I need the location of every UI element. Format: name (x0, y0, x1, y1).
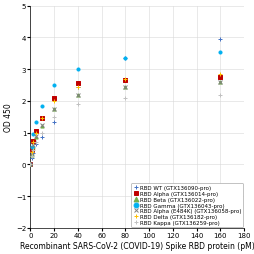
Point (28, 163, 33, 167)
Point (123, 57, 127, 61)
Point (30, 153, 34, 157)
Point (28, 163, 33, 167)
Point (52, 115, 56, 119)
Point (217, 51, 221, 55)
Point (217, 76, 221, 80)
Point (217, 81, 221, 85)
Point (123, 85, 127, 89)
Legend: RBD WT (GTX136090-pro), RBD Alpha (GTX136014-pro), RBD Beta (GTX136022-pro), RBD: RBD WT (GTX136090-pro), RBD Alpha (GTX13… (131, 183, 243, 227)
Point (34, 131, 38, 135)
Point (34, 140, 38, 145)
Point (28, 163, 33, 167)
Point (34, 130, 38, 134)
Point (76, 85, 80, 89)
Point (76, 93, 80, 97)
Point (76, 93, 80, 97)
Point (30, 156, 34, 161)
Point (40, 136, 44, 140)
Point (34, 136, 38, 140)
Point (28, 163, 33, 167)
Point (28, 163, 33, 167)
Point (30, 145, 34, 149)
Point (31, 145, 35, 149)
Point (217, 93, 221, 97)
Point (123, 57, 127, 61)
Point (30, 149, 34, 153)
Point (52, 107, 56, 112)
Point (31, 149, 35, 153)
Point (76, 68, 80, 72)
Point (123, 77, 127, 81)
Point (34, 142, 38, 146)
Point (40, 104, 44, 108)
Point (28, 163, 33, 167)
Point (52, 96, 56, 100)
Point (34, 120, 38, 124)
Point (30, 152, 34, 156)
X-axis label: Recombinant SARS-CoV-2 (COVID-19) Spike RBD protein (pM): Recombinant SARS-CoV-2 (COVID-19) Spike … (20, 241, 254, 250)
Point (40, 123, 44, 127)
Point (34, 134, 38, 138)
Point (31, 139, 35, 143)
Point (52, 100, 56, 104)
Point (123, 79, 127, 83)
Point (52, 107, 56, 112)
Point (31, 133, 35, 137)
Point (30, 155, 34, 159)
Point (52, 120, 56, 124)
Point (76, 82, 80, 86)
Point (40, 117, 44, 121)
Point (40, 117, 44, 121)
Point (40, 125, 44, 129)
Point (31, 140, 35, 145)
Point (31, 152, 35, 156)
Point (76, 103, 80, 107)
Point (123, 85, 127, 89)
Point (30, 150, 34, 154)
Point (31, 144, 35, 148)
Y-axis label: OD 450: OD 450 (4, 103, 13, 132)
Point (123, 96, 127, 100)
Point (217, 38, 221, 42)
Point (76, 85, 80, 89)
Point (217, 73, 221, 77)
Point (217, 81, 221, 85)
Point (40, 131, 44, 135)
Point (52, 84, 56, 88)
Point (28, 163, 33, 167)
